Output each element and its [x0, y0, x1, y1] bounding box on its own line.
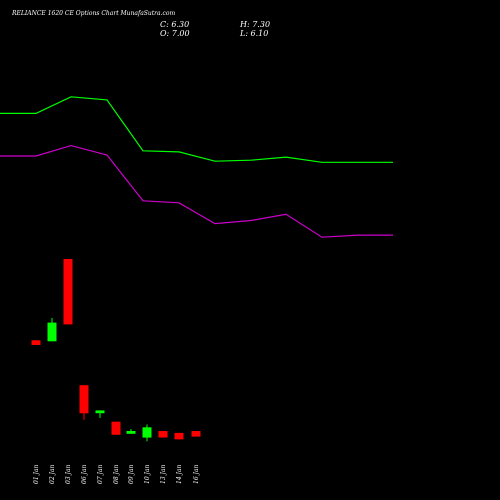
candle-body [111, 421, 121, 435]
line-series-1 [0, 96, 393, 163]
low-value: L: 6.10 [240, 29, 269, 38]
candle-1 [31, 340, 41, 345]
candle-body [79, 385, 89, 414]
candle-7 [126, 429, 136, 434]
high-value: H: 7.30 [240, 20, 271, 29]
x-tick-label: 01 Jan [33, 464, 40, 484]
chart-title: RELIANCE 1620 CE Options Chart MunafaSut… [12, 10, 176, 17]
candle-body [31, 340, 41, 345]
x-tick-label: 09 Jan [128, 464, 135, 484]
candle-11 [191, 431, 201, 437]
candle-2 [47, 317, 57, 342]
candle-5 [95, 410, 105, 418]
x-tick-label: 10 Jan [144, 464, 151, 484]
open-value: O: 7.00 [160, 29, 190, 38]
candle-body [63, 259, 73, 325]
candle-body [158, 431, 168, 438]
candle-3 [63, 259, 73, 325]
close-value: C: 6.30 [160, 20, 190, 29]
x-tick-label: 08 Jan [113, 464, 120, 484]
x-tick-label: 16 Jan [193, 464, 200, 484]
candle-4 [79, 385, 89, 420]
x-tick-label: 14 Jan [176, 464, 183, 484]
x-tick-label: 07 Jan [97, 464, 104, 484]
candle-body [95, 410, 105, 414]
candle-6 [111, 421, 121, 435]
candle-9 [158, 431, 168, 438]
candle-body [47, 322, 57, 342]
candle-body [174, 432, 184, 440]
candle-8 [142, 424, 152, 442]
x-tick-label: 03 Jan [65, 464, 72, 484]
x-tick-label: 02 Jan [49, 464, 56, 484]
x-tick-label: 13 Jan [160, 464, 167, 484]
candle-body [126, 431, 136, 434]
candle-body [191, 431, 201, 437]
candle-body [142, 427, 152, 438]
x-tick-label: 06 Jan [81, 464, 88, 484]
line-series-2 [0, 144, 393, 238]
candle-10 [174, 432, 184, 440]
